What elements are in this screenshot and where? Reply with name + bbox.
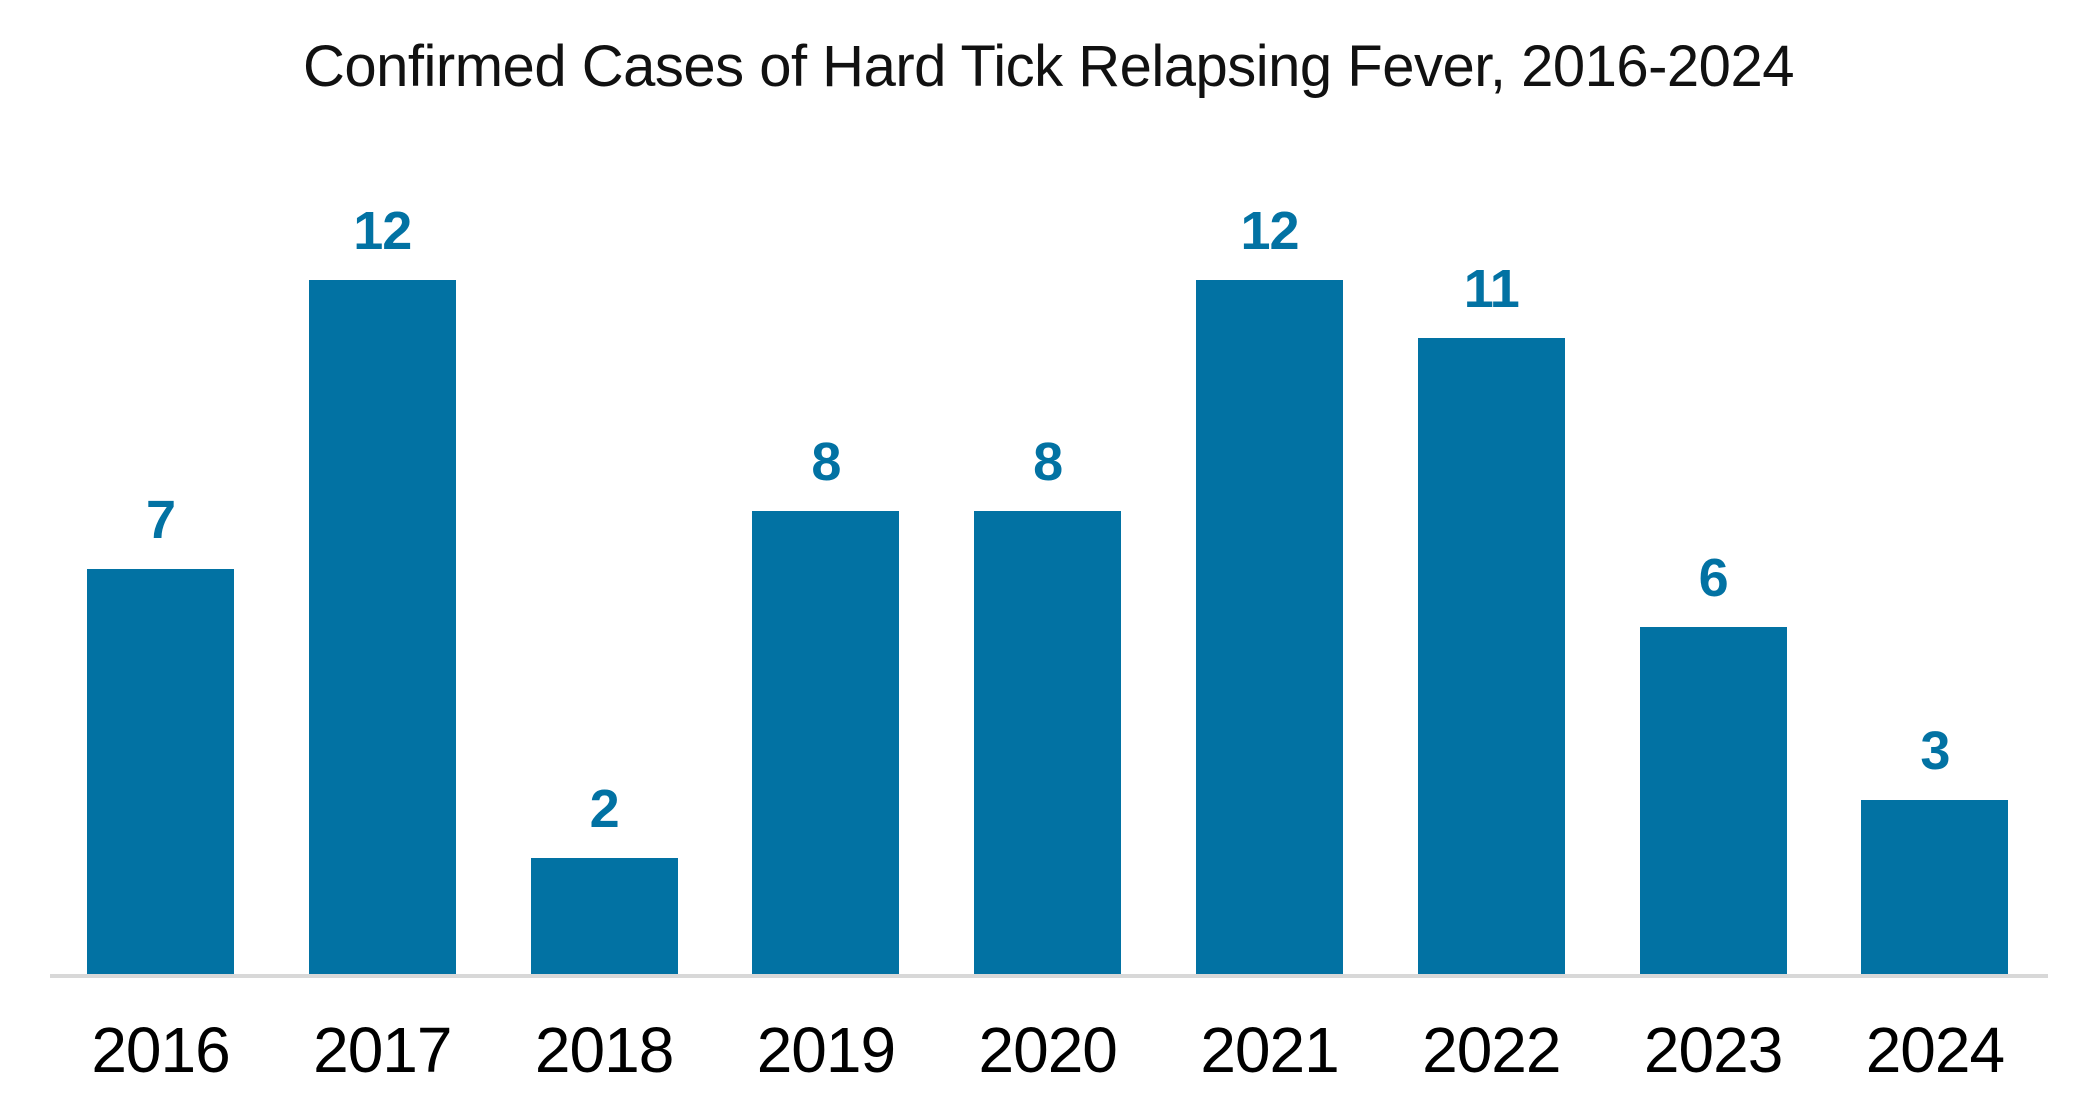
bar-value-label: 12 <box>1240 201 1299 261</box>
x-axis-label: 2019 <box>756 1014 896 1086</box>
bar-value-label: 12 <box>353 201 412 261</box>
bar <box>87 569 234 974</box>
bar <box>1196 280 1343 974</box>
x-axis-label: 2020 <box>978 1014 1118 1086</box>
x-axis-label: 2022 <box>1422 1014 1561 1086</box>
x-axis-line <box>50 974 2048 978</box>
bar-value-label: 2 <box>589 779 620 839</box>
plot-area: 7 12 2 8 8 12 11 6 3 <box>50 0 2048 974</box>
x-axis-label: 2018 <box>534 1014 674 1086</box>
x-axis-label: 2021 <box>1200 1014 1339 1086</box>
x-axis-label: 2023 <box>1643 1014 1783 1086</box>
bar-value-label: 3 <box>1920 721 1950 781</box>
bar <box>530 858 678 974</box>
bar <box>974 511 1122 974</box>
bar-value-label: 11 <box>1463 259 1520 319</box>
bar <box>1639 627 1787 974</box>
x-axis-label: 2024 <box>1865 1014 2005 1086</box>
bar <box>1417 338 1565 974</box>
bar-value-label: 8 <box>1033 432 1063 492</box>
x-axis-label: 2016 <box>91 1014 230 1086</box>
bar-value-label: 6 <box>1698 548 1729 608</box>
bar <box>308 280 456 974</box>
bar <box>1861 800 2009 974</box>
chart-title: Confirmed Cases of Hard Tick Relapsing F… <box>303 34 1794 99</box>
bar <box>752 511 900 974</box>
bar-value-label: 7 <box>145 490 176 550</box>
x-axis-label: 2017 <box>313 1014 452 1086</box>
bar-value-label: 8 <box>811 432 841 492</box>
